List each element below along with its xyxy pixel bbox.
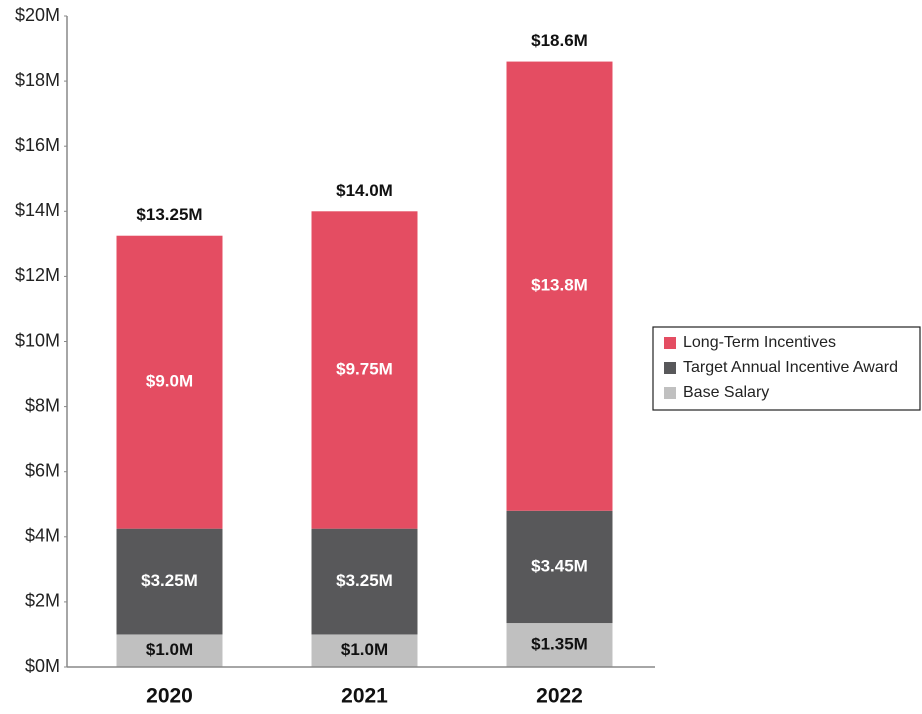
bar-segment xyxy=(116,528,223,635)
total-label: $13.25M xyxy=(136,205,202,224)
bar-segment xyxy=(506,623,613,667)
value-label: $13.8M xyxy=(531,276,588,295)
y-tick-label: $2M xyxy=(25,591,60,611)
y-tick-label: $16M xyxy=(15,135,60,155)
y-tick-label: $8M xyxy=(25,395,60,415)
y-tick-label: $18M xyxy=(15,70,60,90)
y-tick-label: $6M xyxy=(25,460,60,480)
x-tick-label: 2020 xyxy=(146,685,193,708)
bar-segment xyxy=(506,510,613,624)
total-label: $18.6M xyxy=(531,31,588,50)
bar-segment xyxy=(311,211,418,529)
value-label: $1.35M xyxy=(531,635,588,654)
legend-swatch xyxy=(664,337,676,349)
y-tick-label: $12M xyxy=(15,265,60,285)
bar-segment xyxy=(506,61,613,511)
value-label: $3.25M xyxy=(336,571,393,590)
total-label: $14.0M xyxy=(336,181,393,200)
legend-box xyxy=(652,326,921,411)
legend-swatch xyxy=(664,387,676,399)
value-label: $9.75M xyxy=(336,359,393,378)
y-tick-label: $10M xyxy=(15,330,60,350)
bar-segment xyxy=(116,235,223,529)
x-tick-label: 2022 xyxy=(536,685,583,708)
legend-label: Target Annual Incentive Award xyxy=(683,359,898,376)
legend-label: Long-Term Incentives xyxy=(683,334,836,351)
value-label: $1.0M xyxy=(341,640,388,659)
y-tick-label: $14M xyxy=(15,200,60,220)
value-label: $3.45M xyxy=(531,556,588,575)
x-tick-label: 2021 xyxy=(341,685,388,708)
bar-segment xyxy=(116,634,223,667)
legend-swatch xyxy=(664,362,676,374)
y-tick-label: $4M xyxy=(25,526,60,546)
legend-label: Base Salary xyxy=(683,384,769,401)
bar-segment xyxy=(311,528,418,635)
bar-segment xyxy=(311,634,418,667)
value-label: $1.0M xyxy=(146,640,193,659)
y-tick-label: $0M xyxy=(25,656,60,676)
value-label: $9.0M xyxy=(146,372,193,391)
value-label: $3.25M xyxy=(141,571,198,590)
y-tick-label: $20M xyxy=(15,5,60,25)
